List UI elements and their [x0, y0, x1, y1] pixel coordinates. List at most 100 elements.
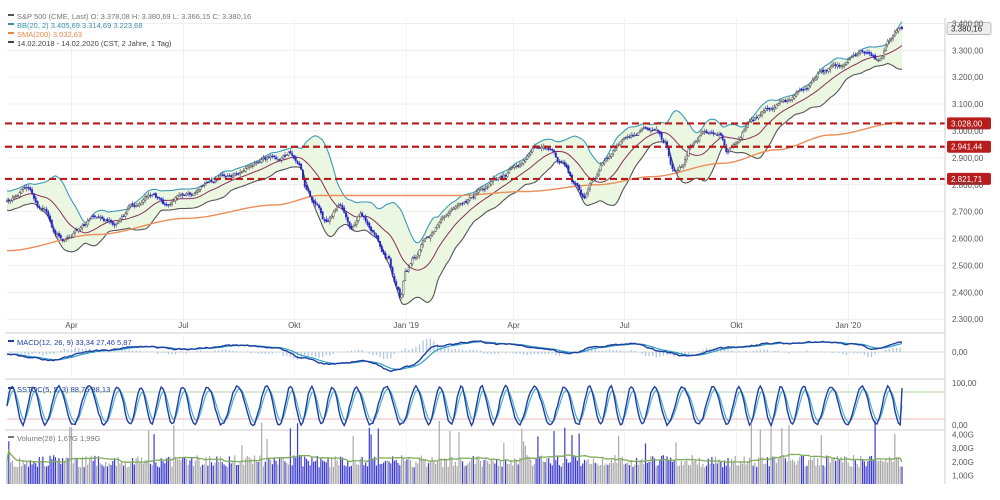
candle-body [719, 133, 722, 136]
volume-bar [628, 465, 630, 484]
volume-bar [280, 458, 283, 484]
candle-body [199, 186, 202, 190]
macd-histogram-bar [756, 350, 758, 353]
candle-body [65, 238, 68, 240]
volume-bar [574, 457, 577, 484]
volume-bar [544, 462, 546, 484]
macd-histogram-bar [178, 351, 180, 353]
volume-bar [831, 458, 833, 484]
volume-bar [27, 466, 30, 484]
volume-bar [811, 460, 813, 484]
volume-bar [856, 464, 858, 484]
volume-bar [22, 460, 24, 484]
volume-bar [322, 460, 324, 484]
candle-body [477, 189, 480, 193]
volume-bar [833, 457, 835, 484]
candle-body [414, 257, 417, 259]
candle-body [737, 139, 740, 143]
volume-bar [347, 461, 349, 484]
candle-body [187, 193, 190, 195]
candle-body [488, 183, 491, 187]
volume-bar [122, 465, 125, 484]
volume-bar [854, 460, 856, 484]
volume-bar [763, 464, 765, 484]
candle-body [289, 151, 292, 154]
candle-body [472, 196, 475, 198]
volume-bar [614, 455, 616, 484]
macd-histogram-bar [74, 347, 76, 353]
macd-histogram-bar [659, 352, 661, 357]
volume-bar [8, 441, 10, 484]
volume-bar [234, 455, 236, 484]
macd-histogram-bar [379, 352, 381, 357]
volume-bar [65, 457, 67, 484]
volume-bar [548, 458, 550, 484]
candle-body [788, 98, 790, 101]
volume-bar [827, 456, 830, 484]
volume-bar [693, 460, 695, 484]
candle-body [599, 164, 602, 171]
candle-body [384, 253, 387, 259]
volume-bar [244, 458, 247, 484]
volume-bar [103, 466, 105, 484]
level-tag-label: 3.028,00 [951, 119, 983, 128]
volume-bar [92, 460, 94, 484]
candle-body [768, 107, 771, 110]
macd-histogram-bar [106, 351, 109, 353]
candle-body [637, 132, 640, 136]
volume-bar [282, 457, 284, 484]
price-axis-label: 2.300,00 [952, 315, 984, 324]
macd-histogram-bar [146, 351, 148, 353]
volume-bar [146, 460, 148, 484]
candle-body [805, 88, 808, 90]
volume-bar [35, 463, 37, 484]
candle-body [301, 170, 304, 180]
volume-bar [40, 461, 42, 484]
volume-bar [497, 466, 500, 484]
volume-bar [377, 428, 379, 484]
volume-bar [148, 430, 150, 484]
volume-bar [734, 455, 736, 484]
candle-body [610, 154, 613, 157]
candle-body [644, 126, 647, 129]
volume-bar [174, 456, 177, 484]
candle-body [515, 165, 518, 168]
legend-swatch [8, 41, 14, 43]
volume-bar [449, 431, 451, 484]
candle-body [813, 78, 816, 82]
volume-bar [836, 455, 839, 484]
macd-histogram-bar [487, 352, 489, 354]
volume-bar [316, 455, 318, 484]
macd-histogram-bar [458, 349, 460, 353]
candle-body [99, 216, 102, 219]
candle-body [359, 213, 362, 217]
candle-body [818, 71, 821, 74]
volume-bar [340, 456, 342, 484]
candle-body [368, 223, 371, 228]
volume-bar [806, 465, 808, 484]
candle-body [380, 246, 383, 252]
volume-bar [399, 465, 401, 484]
candle-body [789, 99, 792, 101]
volume-bar [262, 466, 265, 484]
macd-histogram-bar [436, 344, 439, 353]
macd-histogram-bar [322, 352, 324, 357]
macd-histogram-bar [81, 348, 83, 353]
price-axis-label: 2.600,00 [952, 235, 984, 244]
price-panel: 3.028,00 2.941,44 2.821,71 3.380,16 2.300,0… [5, 12, 992, 484]
candle-body [703, 131, 706, 133]
candle-body [685, 154, 688, 161]
time-axis-label: Apr [65, 321, 78, 330]
volume-bar [413, 467, 415, 484]
candle-body [212, 181, 215, 183]
volume-bar [94, 455, 96, 484]
volume-bar [444, 458, 446, 484]
candle-body [601, 162, 604, 166]
candle-body [831, 64, 834, 67]
stoch-axis-label: 100,00 [952, 379, 977, 388]
candle-body [465, 200, 468, 203]
candle-body [576, 183, 579, 186]
volume-bar [646, 462, 648, 484]
price-axis-label: 3.000,00 [952, 127, 984, 136]
price-axis: 2.300,00 2.400,00 2.500,00 2.600,00 2.700,00… [944, 18, 984, 484]
